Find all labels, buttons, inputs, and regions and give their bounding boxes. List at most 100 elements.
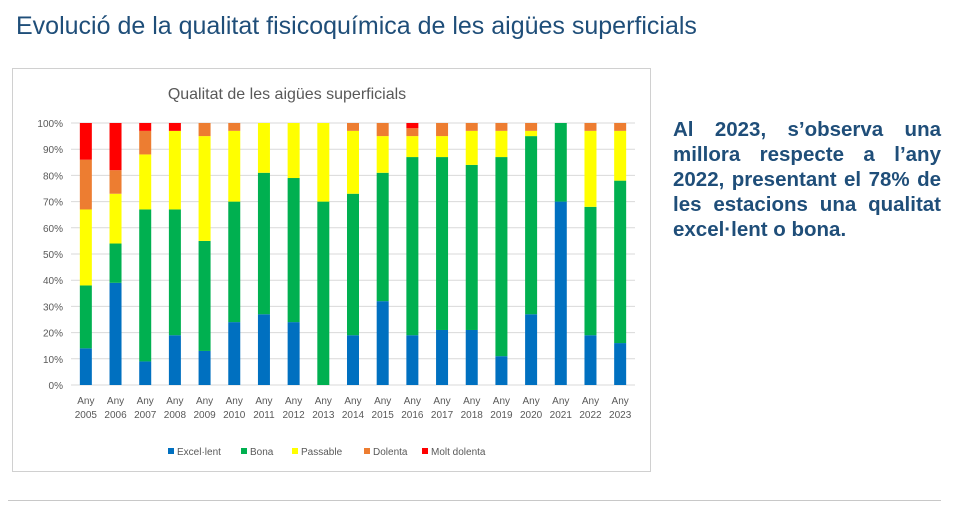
y-tick-label: 90% xyxy=(43,145,63,156)
y-tick-label: 40% xyxy=(43,276,63,287)
bar-segment xyxy=(436,157,449,330)
chart-title: Qualitat de les aigües superficials xyxy=(168,86,406,103)
bar-segment xyxy=(228,322,241,385)
bar-segment xyxy=(79,123,92,160)
bar-segment xyxy=(139,123,152,131)
stacked-bar-chart: Qualitat de les aigües superficials 0% 10… xyxy=(37,86,635,458)
x-tick-label: Any 2022 xyxy=(579,396,602,421)
bar-segment xyxy=(168,209,181,336)
bar-segment xyxy=(287,178,300,323)
bar-segment xyxy=(436,136,449,158)
bar-segment xyxy=(614,123,627,131)
bar-segment xyxy=(376,136,389,173)
bar-segment xyxy=(139,209,152,362)
y-tick-label: 100% xyxy=(37,119,63,130)
bar-segment xyxy=(79,285,92,349)
x-tick-label: Any 2023 xyxy=(609,396,632,421)
bar-segment xyxy=(257,172,270,315)
bar-segment xyxy=(436,123,449,137)
bar-segment xyxy=(109,123,122,171)
bar-segment xyxy=(495,130,508,158)
y-tick-label: 80% xyxy=(43,171,63,182)
summary-note: Al 2023, s’observa una millora respecte … xyxy=(673,118,941,241)
bar-segment xyxy=(525,136,538,315)
bar-segment xyxy=(257,123,270,173)
bar-segment xyxy=(198,136,211,241)
bar-segment xyxy=(287,322,300,385)
x-tick-label: Any 2020 xyxy=(520,396,543,421)
bar-segment xyxy=(198,240,211,351)
bar-segment xyxy=(347,193,359,336)
bar-segment xyxy=(376,301,389,385)
y-tick-label: 60% xyxy=(43,224,63,235)
y-tick-label: 0% xyxy=(49,381,64,392)
x-tick-label: Any 2012 xyxy=(283,396,306,421)
bar-segment xyxy=(198,350,211,385)
bar-segment xyxy=(79,348,92,385)
bar-segment xyxy=(495,123,508,131)
legend-label: Molt dolenta xyxy=(431,447,486,458)
slide-title: Evolució de la qualitat fisicoquímica de… xyxy=(16,12,697,40)
bar-segment xyxy=(584,335,597,385)
legend-marker xyxy=(292,448,298,454)
bar-segment xyxy=(584,130,597,207)
bar-segment xyxy=(495,157,508,357)
bar-segment xyxy=(614,130,627,181)
x-tick-label: Any 2011 xyxy=(253,396,275,421)
y-tick-label: 20% xyxy=(43,329,63,340)
bar-segment xyxy=(614,180,627,344)
bar-segment xyxy=(376,172,389,302)
bar-segment xyxy=(465,329,478,385)
bar-segment xyxy=(584,123,597,131)
bar-segment xyxy=(79,209,92,286)
legend-label: Passable xyxy=(301,447,343,458)
bar-segment xyxy=(109,193,122,244)
x-tick-label: Any 2013 xyxy=(312,396,335,421)
bar-segment xyxy=(525,130,538,137)
bar-segment xyxy=(584,206,597,336)
x-tick-label: Any 2021 xyxy=(550,396,573,421)
legend-label: Dolenta xyxy=(373,447,408,458)
bar-segment xyxy=(139,361,152,385)
bar-segment xyxy=(198,123,211,137)
x-tick-label: Any 2018 xyxy=(461,396,484,421)
x-tick-label: Any 2006 xyxy=(104,396,127,421)
x-tick-label: Any 2005 xyxy=(75,396,98,421)
x-tick-label: Any 2014 xyxy=(342,396,365,421)
chart-container: Qualitat de les aigües superficials 0% 10… xyxy=(12,68,651,472)
bar-segment xyxy=(614,343,627,385)
bar-segment xyxy=(406,128,419,137)
bar-segment xyxy=(139,130,152,155)
bar-segment xyxy=(347,130,359,194)
bar-segment xyxy=(406,335,419,385)
bar-segment xyxy=(109,170,122,194)
bar-segment xyxy=(168,123,181,131)
bar-segment xyxy=(228,130,241,202)
bar-segment xyxy=(465,130,478,165)
x-tick-label: Any 2010 xyxy=(223,396,246,421)
bar-segment xyxy=(525,314,538,385)
bar-segment xyxy=(376,123,389,137)
legend-label: Excel·lent xyxy=(177,447,221,458)
bar-segment xyxy=(109,243,122,283)
legend-label: Bona xyxy=(250,447,274,458)
legend-marker xyxy=(168,448,174,454)
bar-segment xyxy=(168,130,181,210)
bar-segment xyxy=(406,123,419,129)
bar-segment xyxy=(228,201,241,323)
bar-segment xyxy=(465,164,478,330)
x-tick-label: Any 2017 xyxy=(431,396,454,421)
legend-marker xyxy=(241,448,247,454)
bar-segment xyxy=(554,201,567,385)
bar-segment xyxy=(109,282,122,385)
bar-segment xyxy=(436,329,449,385)
bar-segment xyxy=(168,335,181,385)
bar-segment xyxy=(347,335,359,385)
bar-segment xyxy=(228,123,241,131)
y-tick-label: 50% xyxy=(43,250,63,261)
x-tick-label: Any 2016 xyxy=(401,396,424,421)
bar-segment xyxy=(347,123,359,131)
legend-marker xyxy=(422,448,428,454)
legend-marker xyxy=(364,448,370,454)
bar-segment xyxy=(139,154,152,210)
